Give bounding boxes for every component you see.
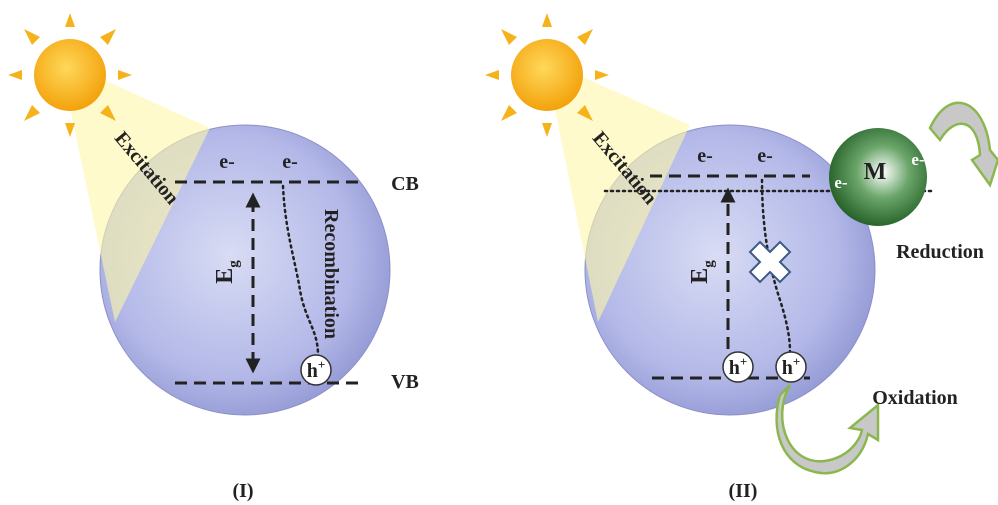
cb-label: CB xyxy=(391,173,419,195)
electron: e- xyxy=(834,173,848,192)
reduction-arrow xyxy=(930,103,998,185)
reduction-label: Reduction xyxy=(896,241,984,263)
gap-sub: g xyxy=(226,260,242,268)
gap-main: E xyxy=(687,268,713,284)
diagram: Excitation e- e- CB VB Eg Recombination … xyxy=(0,0,998,505)
electron: e- xyxy=(757,145,773,167)
electron: e- xyxy=(697,145,713,167)
electron: e- xyxy=(219,151,235,173)
metal-label: M xyxy=(864,159,887,185)
caption: (I) xyxy=(232,480,253,502)
hole-main: h xyxy=(782,357,793,379)
recombination-label: Recombination xyxy=(320,209,342,339)
oxidation-label: Oxidation xyxy=(872,387,958,409)
electron: e- xyxy=(911,150,925,169)
panel-2: Excitation e- e- M e- e- Reduction Eg h+… xyxy=(485,13,998,502)
sun xyxy=(511,39,583,111)
hole-main: h xyxy=(729,357,740,379)
vb-label: VB xyxy=(391,371,419,393)
hole-main: h xyxy=(307,360,318,382)
sun xyxy=(34,39,106,111)
caption: (II) xyxy=(729,480,758,502)
hole-sup: + xyxy=(740,354,747,369)
hole-sup: + xyxy=(318,357,325,372)
gap-main: E xyxy=(212,268,238,284)
panel-1: Excitation e- e- CB VB Eg Recombination … xyxy=(8,13,419,502)
electron: e- xyxy=(282,151,298,173)
gap-sub: g xyxy=(701,260,717,268)
hole-sup: + xyxy=(793,354,800,369)
